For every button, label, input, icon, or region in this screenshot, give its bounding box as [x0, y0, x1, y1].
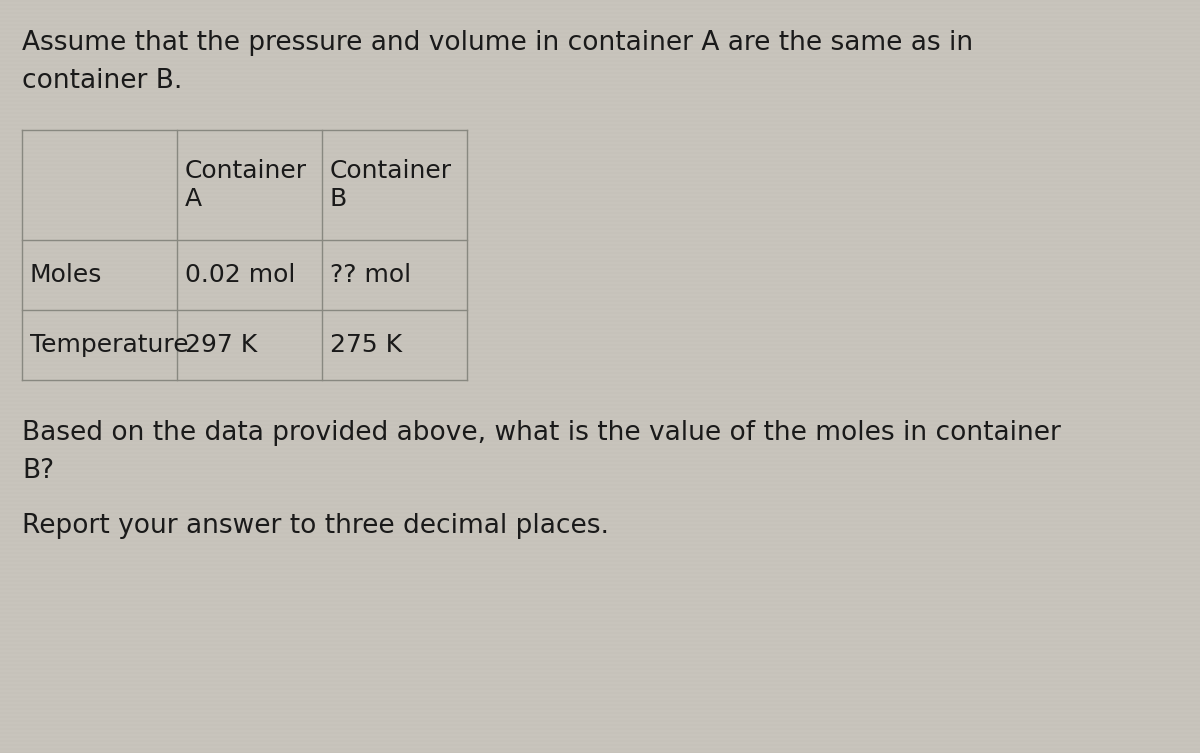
- Text: Based on the data provided above, what is the value of the moles in container: Based on the data provided above, what i…: [22, 420, 1061, 446]
- Text: container B.: container B.: [22, 68, 182, 94]
- Text: Container
B: Container B: [330, 159, 452, 211]
- Text: Temperature: Temperature: [30, 333, 188, 357]
- Text: ?? mol: ?? mol: [330, 263, 412, 287]
- Text: Container
A: Container A: [185, 159, 307, 211]
- Text: 275 K: 275 K: [330, 333, 402, 357]
- Text: Assume that the pressure and volume in container A are the same as in: Assume that the pressure and volume in c…: [22, 30, 973, 56]
- Text: Moles: Moles: [30, 263, 102, 287]
- Text: Report your answer to three decimal places.: Report your answer to three decimal plac…: [22, 513, 610, 539]
- Text: 297 K: 297 K: [185, 333, 257, 357]
- Text: B?: B?: [22, 458, 54, 484]
- Text: 0.02 mol: 0.02 mol: [185, 263, 295, 287]
